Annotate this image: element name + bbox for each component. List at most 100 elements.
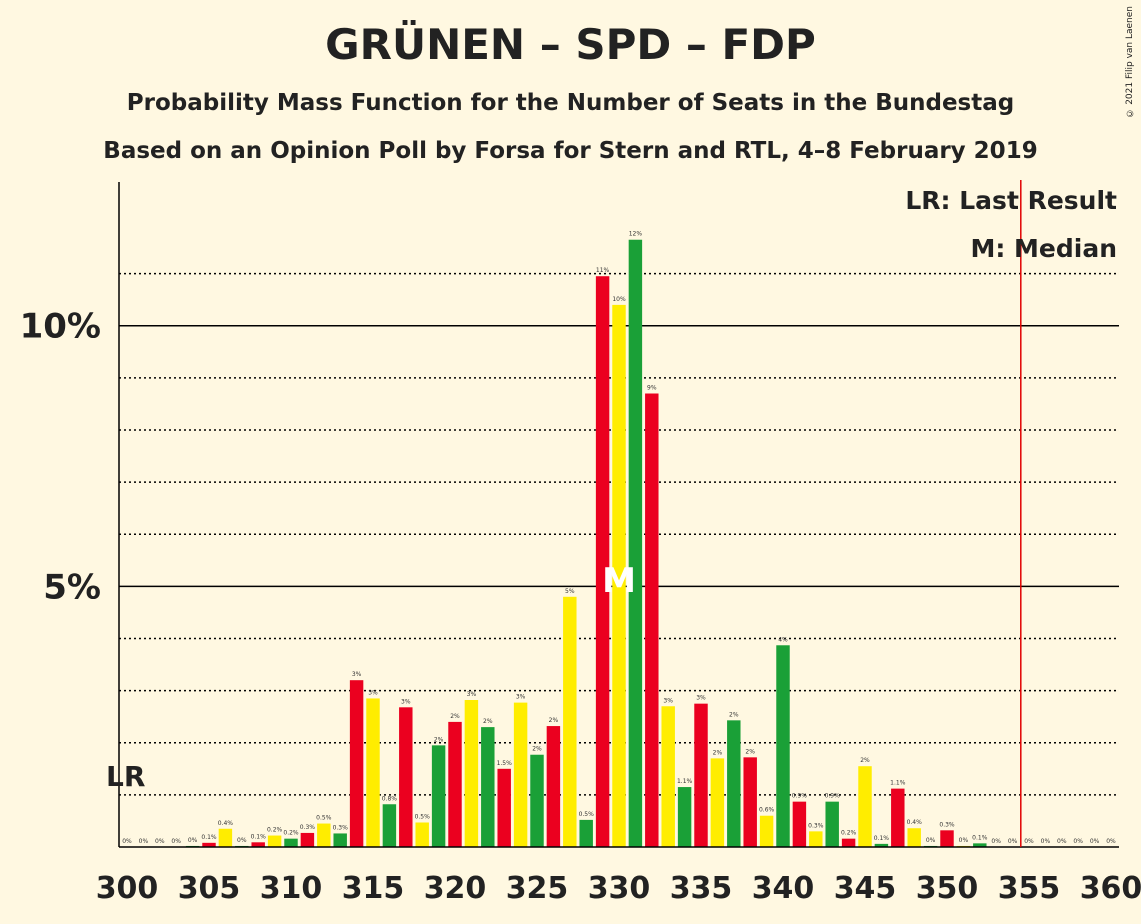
bar-label: 2%	[483, 718, 493, 725]
chart-subtitle: Probability Mass Function for the Number…	[126, 90, 1015, 116]
bar	[300, 832, 315, 847]
bar	[563, 596, 577, 847]
chart-title: GRÜNEN – SPD – FDP	[325, 20, 816, 69]
bar-label: 9%	[647, 385, 657, 392]
bar-label: 2%	[745, 748, 755, 755]
bar	[267, 835, 282, 847]
bar-label: 0%	[1106, 838, 1116, 845]
bar-label: 3%	[467, 691, 477, 698]
bar-label: 5%	[565, 588, 575, 595]
x-tick-label: 310	[260, 871, 323, 906]
bar	[677, 787, 692, 847]
bar	[809, 831, 823, 847]
bar-label: 0.2%	[841, 830, 857, 837]
bar-label: 0.3%	[939, 821, 955, 828]
bar-label: 0%	[122, 838, 132, 845]
bar-label: 3%	[696, 695, 706, 702]
bar-label: 0%	[1057, 838, 1067, 845]
bar-label: 0.8%	[382, 795, 398, 802]
bar-labels: 0% 0% 0% 0% 0% 0.1%0.4%0%0.1%0.2% 0.2%0.3%0.5%…	[122, 231, 1116, 845]
bar	[431, 745, 446, 847]
bar-label: 0%	[139, 838, 149, 845]
bar	[694, 703, 708, 847]
bar-label: 0.5%	[316, 815, 332, 822]
x-tick-label: 335	[670, 871, 733, 906]
bar-label: 2%	[713, 749, 723, 756]
bar-label: 0.9%	[792, 793, 808, 800]
bar	[841, 838, 856, 847]
bar-label: 0%	[237, 837, 247, 844]
bar	[858, 766, 872, 847]
bar-label: 10%	[612, 296, 626, 303]
x-tick-label: 305	[178, 871, 241, 906]
bar-label: 3%	[368, 689, 378, 696]
bars	[185, 239, 987, 847]
bar-label: 3%	[352, 671, 362, 678]
bar-label: 0.2%	[267, 827, 283, 834]
bar-label: 0%	[1024, 838, 1034, 845]
bar-label: 0%	[1008, 838, 1018, 845]
bar	[251, 842, 265, 847]
chart-source-subtitle: Based on an Opinion Poll by Forsa for St…	[103, 138, 1038, 164]
bar-label: 0%	[1090, 838, 1100, 845]
bar	[399, 707, 413, 847]
bar-label: 2%	[729, 711, 739, 718]
x-tick-label: 300	[96, 871, 159, 906]
bar-label: 0.2%	[283, 830, 299, 837]
y-tick-label: 10%	[20, 307, 101, 347]
bar	[874, 843, 889, 847]
median-marker: M	[602, 561, 636, 601]
bar	[284, 838, 298, 847]
bar-label: 1.5%	[497, 760, 513, 767]
bar	[612, 304, 626, 847]
x-tick-label: 315	[342, 871, 405, 906]
bar	[776, 645, 790, 847]
bar-label: 0%	[155, 838, 165, 845]
bar-label: 0.6%	[759, 807, 775, 814]
bar-label: 0%	[1073, 838, 1083, 845]
bar-label: 1.1%	[890, 780, 906, 787]
bar-label: 0.4%	[218, 820, 234, 827]
bar-label: 0.3%	[300, 824, 316, 831]
overlay: LR M LR: Last Result M: Median	[106, 180, 1117, 847]
bar-label: 0.5%	[579, 811, 595, 818]
bar-label: 0%	[188, 837, 198, 844]
bar-label: 0%	[171, 838, 181, 845]
bar-label: 0.3%	[808, 822, 824, 829]
bar-label: 0.1%	[201, 834, 217, 841]
bar-label: 2%	[450, 713, 460, 720]
bar-label: 0.4%	[907, 819, 923, 826]
bar	[448, 721, 462, 847]
bar	[218, 828, 233, 847]
bar-label: 0.1%	[251, 833, 267, 840]
bar	[579, 819, 593, 847]
x-tick-label: 345	[834, 871, 897, 906]
bar	[973, 843, 987, 847]
bar	[317, 823, 331, 847]
bar	[382, 804, 397, 847]
bar	[743, 757, 757, 847]
bar-label: 0%	[926, 837, 936, 844]
bar	[415, 822, 429, 847]
axes: 5% 10% 300 305 310 315 320 325 330 335 340 345 350 35…	[20, 182, 1141, 906]
bar-label: 3%	[516, 694, 526, 701]
bar	[628, 239, 643, 847]
bar	[366, 698, 380, 847]
bar-label: 0%	[991, 838, 1001, 845]
bar	[792, 801, 807, 847]
bar-label: 0.3%	[333, 824, 349, 831]
x-tick-label: 355	[998, 871, 1061, 906]
bar	[333, 833, 347, 847]
x-tick-label: 340	[752, 871, 815, 906]
legend-median: M: Median	[970, 234, 1117, 263]
bar	[825, 801, 839, 847]
bar-label: 2%	[860, 757, 870, 764]
x-tick-label: 330	[588, 871, 651, 906]
lr-marker: LR	[106, 760, 145, 793]
bar	[907, 828, 921, 847]
bar	[464, 700, 479, 847]
bar-label: 0%	[1041, 838, 1051, 845]
bar-label: 4%	[778, 636, 788, 643]
bar	[546, 726, 561, 847]
